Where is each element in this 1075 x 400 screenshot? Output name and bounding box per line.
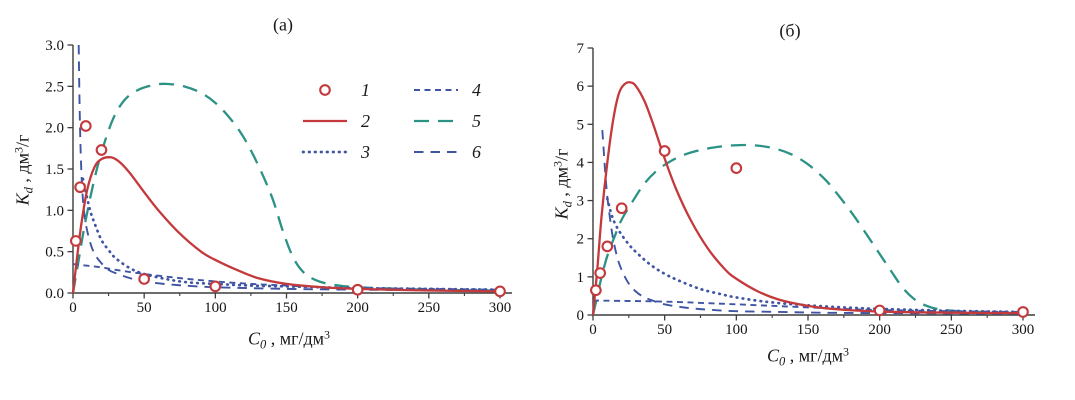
x-label-subscript: 0 bbox=[259, 337, 267, 352]
legend-swatch-dash-short-icon bbox=[414, 88, 458, 91]
y-label-subscript: d bbox=[560, 201, 575, 208]
scatter-point bbox=[601, 240, 614, 253]
y-tick-label: 1 bbox=[577, 270, 585, 286]
scatter-point bbox=[209, 280, 222, 293]
x-tick-label: 0 bbox=[69, 300, 77, 316]
scatter-point bbox=[658, 145, 671, 157]
legend-label: 5 bbox=[472, 110, 481, 131]
scatter-point bbox=[95, 144, 108, 156]
x-label-superscript: 3 bbox=[324, 327, 331, 342]
x-tick-label: 200 bbox=[868, 322, 891, 338]
y-tick-label: 5 bbox=[577, 117, 585, 133]
y-tick-label: 2.0 bbox=[45, 121, 64, 137]
x-tick-label: 200 bbox=[346, 300, 369, 316]
y-label-unit-end: /г bbox=[12, 134, 33, 148]
y-label-unit: , дм bbox=[551, 167, 572, 202]
curve-2 bbox=[71, 156, 501, 294]
legend-label: 2 bbox=[361, 110, 370, 131]
legend-swatch-marker-icon bbox=[319, 83, 331, 96]
scatter-point bbox=[69, 235, 82, 247]
curve-5 bbox=[71, 82, 501, 294]
x-tick-label: 250 bbox=[940, 322, 963, 338]
scatter-point bbox=[79, 120, 92, 132]
x-tick-label: 50 bbox=[137, 300, 152, 316]
scatter-point bbox=[730, 162, 743, 174]
legend-swatch-dash-long-icon bbox=[414, 119, 458, 122]
chart-b-y-axis-label: Kd , дм3/г bbox=[551, 149, 576, 220]
scatter-point bbox=[1017, 306, 1029, 318]
legend-swatch-dotted-icon bbox=[301, 150, 349, 153]
y-label-symbol: K bbox=[551, 207, 572, 220]
x-tick-label: 300 bbox=[489, 300, 512, 316]
y-tick-label: 3 bbox=[577, 194, 585, 210]
legend-swatch-dash-med-icon bbox=[414, 150, 458, 153]
y-tick-label: 2 bbox=[577, 232, 585, 248]
scatter-point bbox=[873, 304, 886, 317]
chart-a-canvas: 0 50 100 150 200 250 300 0.0 0.5 1.0 1.5 2.0 2.5 3.0 bbox=[45, 38, 512, 316]
x-label-superscript: 3 bbox=[843, 344, 850, 359]
y-label-unit-end: /г bbox=[551, 148, 572, 162]
x-label-subscript: 0 bbox=[778, 354, 786, 369]
scatter-point bbox=[351, 283, 364, 296]
chart-a-title: (а) bbox=[273, 14, 293, 35]
chart-a-y-axis-label: Kd , дм3/г bbox=[12, 135, 37, 206]
x-tick-label: 150 bbox=[275, 300, 298, 316]
y-tick-label: 3.0 bbox=[45, 38, 64, 54]
y-label-unit: , дм bbox=[12, 153, 33, 188]
y-label-superscript: 3 bbox=[550, 161, 565, 168]
y-label-superscript: 3 bbox=[11, 147, 26, 154]
scatter-point bbox=[615, 202, 628, 215]
y-tick-label: 6 bbox=[577, 79, 585, 95]
scatter-point bbox=[74, 181, 86, 194]
chart-b-title: (б) bbox=[779, 20, 801, 41]
x-tick-label: 100 bbox=[204, 300, 227, 316]
legend: 1 2 3 4 5 6 bbox=[301, 74, 481, 167]
x-tick-label: 150 bbox=[797, 322, 820, 338]
y-tick-label: 0.5 bbox=[45, 245, 64, 261]
chart-b-canvas: 0 50 100 150 200 250 300 0 1 2 3 4 5 6 7 bbox=[577, 41, 1035, 338]
x-tick-label: 300 bbox=[1012, 322, 1035, 338]
scatter-point bbox=[590, 284, 602, 297]
x-label-unit: , мг/дм bbox=[785, 345, 844, 366]
y-tick-label: 2.5 bbox=[45, 79, 64, 95]
curve-3 bbox=[605, 197, 1025, 314]
y-tick-label: 7 bbox=[577, 41, 585, 57]
x-tick-label: 100 bbox=[725, 322, 748, 338]
legend-item-6: 6 bbox=[412, 143, 481, 161]
legend-label: 1 bbox=[361, 79, 370, 100]
y-tick-label: 0 bbox=[577, 308, 585, 324]
x-tick-label: 50 bbox=[657, 322, 672, 338]
legend-item-5: 5 bbox=[412, 112, 481, 130]
curve-2 bbox=[591, 81, 1024, 316]
chart-b-x-axis-label: C0 , мг/дм3 bbox=[767, 345, 849, 370]
legend-item-1: 1 bbox=[301, 81, 370, 99]
y-label-symbol: K bbox=[12, 193, 33, 206]
legend-label: 3 bbox=[361, 141, 370, 162]
curve-6 bbox=[77, 44, 501, 292]
legend-item-2: 2 bbox=[301, 112, 370, 130]
legend-swatch-solid-icon bbox=[303, 119, 347, 122]
y-tick-label: 1.0 bbox=[45, 203, 64, 219]
legend-label: 6 bbox=[472, 141, 481, 162]
scatter-point bbox=[594, 267, 607, 279]
legend-item-3: 3 bbox=[301, 143, 370, 161]
y-tick-label: 4 bbox=[577, 155, 585, 171]
y-label-subscript: d bbox=[21, 187, 36, 194]
chart-a-x-axis-label: C0 , мг/дм3 bbox=[248, 328, 330, 353]
curve-4 bbox=[592, 299, 1024, 313]
y-tick-label: 1.5 bbox=[45, 162, 64, 178]
x-tick-label: 0 bbox=[589, 322, 597, 338]
curve-5 bbox=[591, 143, 1024, 316]
x-label-symbol: C bbox=[766, 345, 779, 366]
x-tick-label: 250 bbox=[418, 300, 441, 316]
legend-marker-icon bbox=[319, 83, 331, 96]
y-tick-label: 0.0 bbox=[45, 286, 64, 302]
legend-item-4: 4 bbox=[412, 81, 481, 99]
legend-label: 4 bbox=[472, 79, 481, 100]
x-label-symbol: C bbox=[247, 328, 260, 349]
scatter-point bbox=[138, 273, 151, 285]
x-label-unit: , мг/дм bbox=[266, 328, 325, 349]
scatter-point bbox=[494, 285, 506, 298]
